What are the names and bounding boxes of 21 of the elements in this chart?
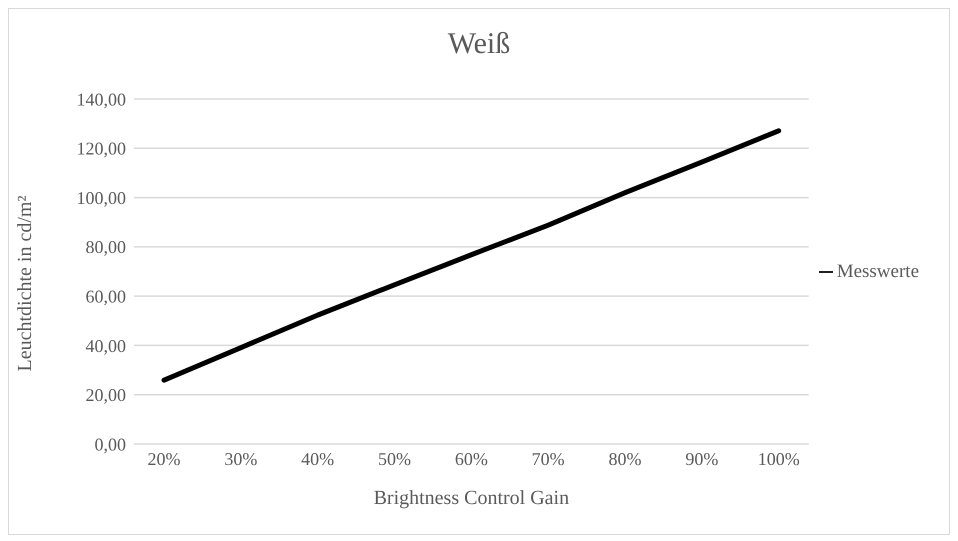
y-tick-label: 0,00 xyxy=(94,434,126,454)
y-axis-title: Leuchtdichte in cd/m² xyxy=(14,196,36,372)
x-tick-label: 60% xyxy=(454,448,488,469)
x-tick-label: 40% xyxy=(301,448,334,469)
y-tick-label: 60,00 xyxy=(86,286,126,307)
x-axis-title: Brightness Control Gain xyxy=(374,487,570,509)
y-tick-label: 40,00 xyxy=(86,336,126,356)
x-tick-label: 100% xyxy=(758,448,800,469)
chart-title: Weiß xyxy=(446,27,512,61)
x-tick-label: 30% xyxy=(224,448,258,469)
x-tick-label: 80% xyxy=(608,448,642,469)
y-tick-label: 100,00 xyxy=(76,188,126,208)
y-tick-label: 80,00 xyxy=(86,237,126,258)
x-tick-label: 70% xyxy=(532,448,565,469)
x-tick-label: 50% xyxy=(378,448,412,469)
y-tick-label: 120,00 xyxy=(76,138,126,159)
x-tick-label: 20% xyxy=(148,448,180,469)
x-tick-label: 90% xyxy=(685,448,718,469)
y-tick-label: 140,00 xyxy=(76,89,126,110)
y-tick-label: 20,00 xyxy=(86,385,126,406)
legend-label: Messwerte xyxy=(836,260,919,282)
